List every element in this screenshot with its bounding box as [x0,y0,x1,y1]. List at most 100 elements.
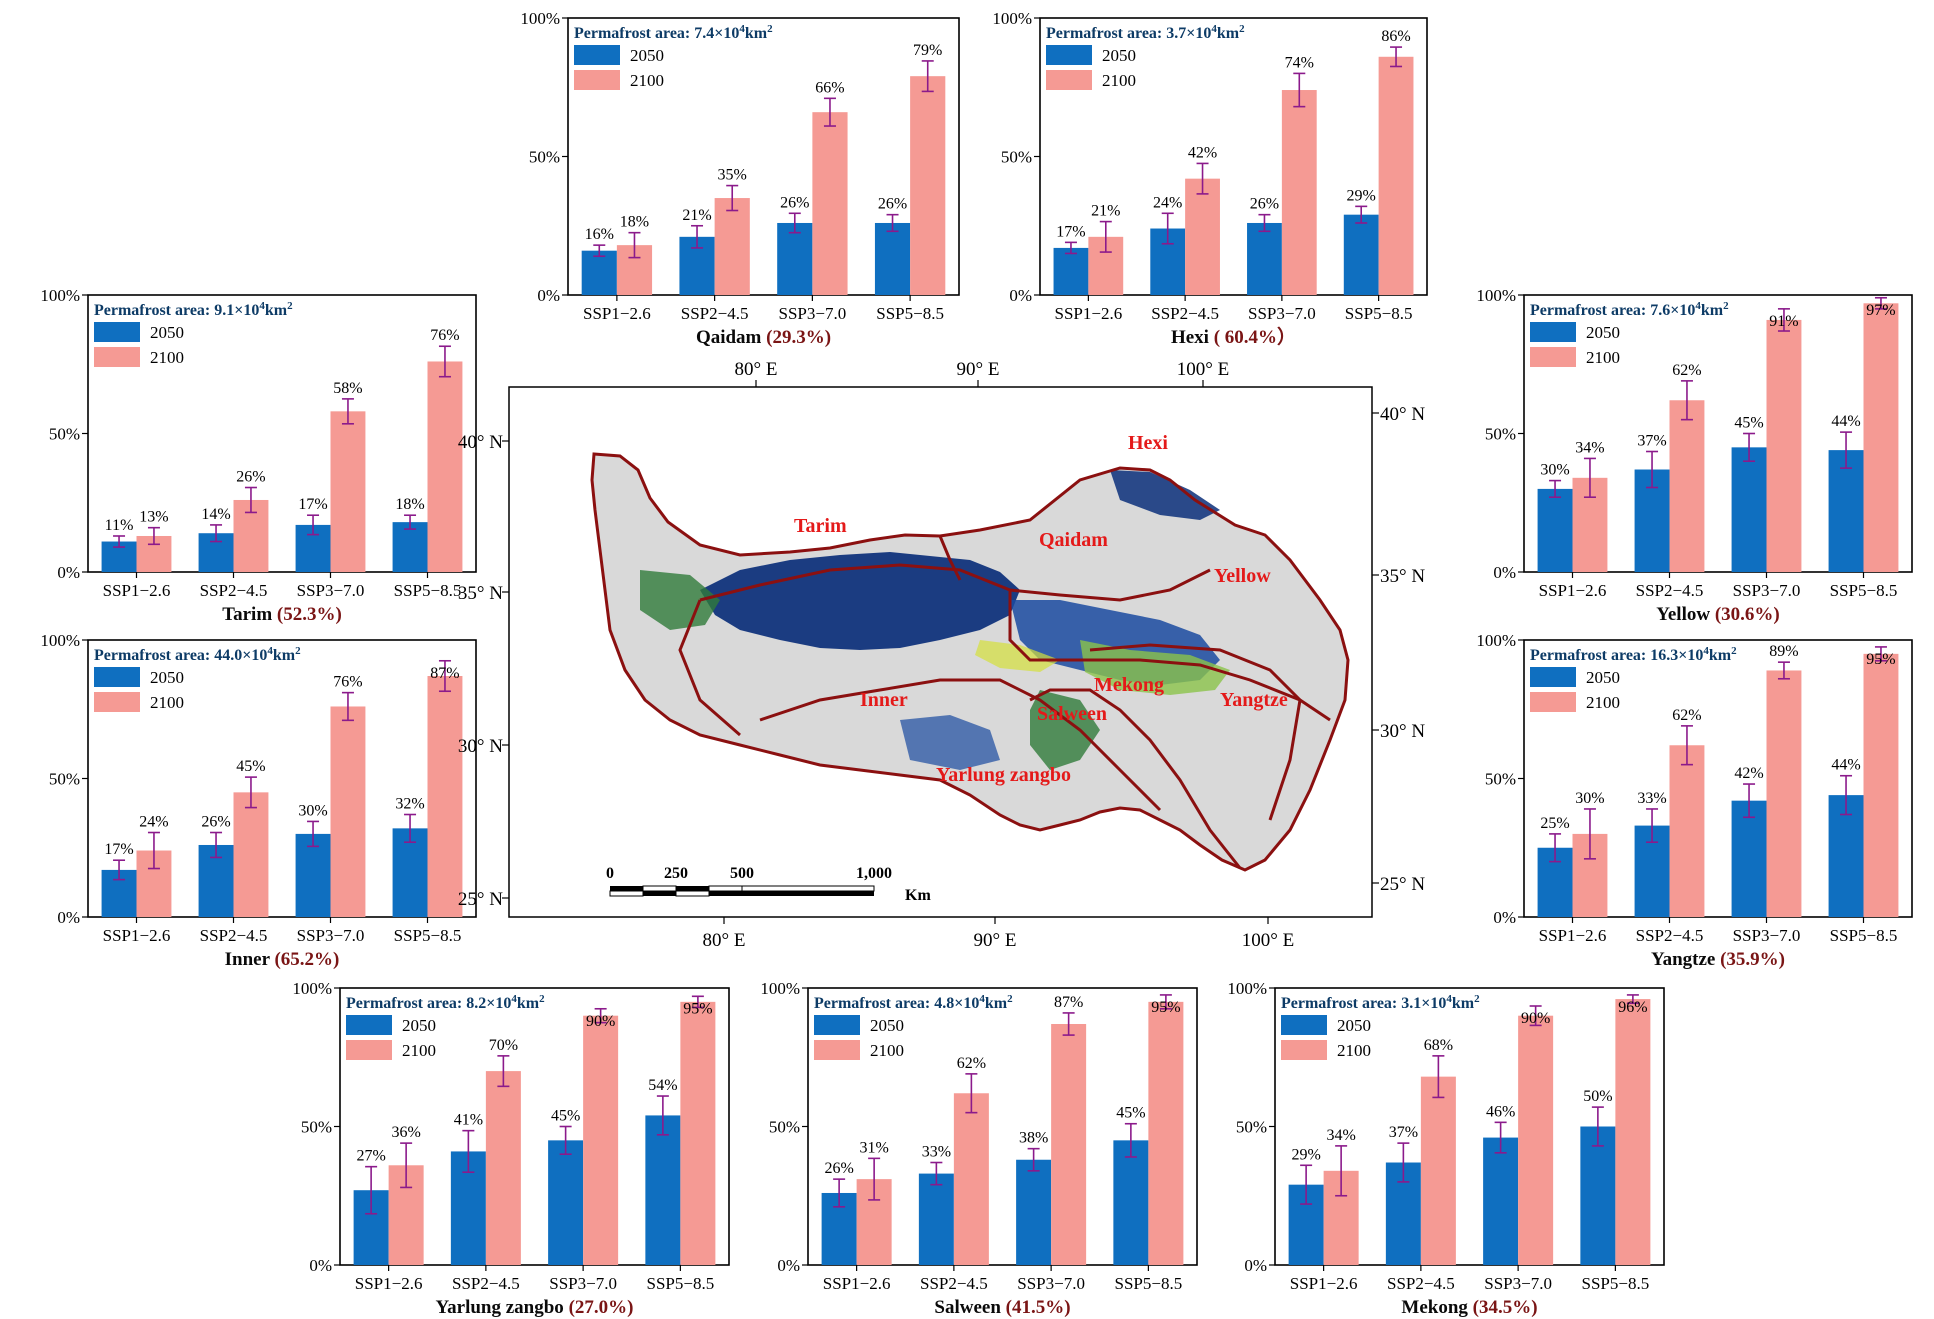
x-tick-label: SSP2−4.5 [200,581,268,600]
y-tick-label: 50% [301,1118,332,1137]
bar-2100 [1669,400,1705,572]
bar-2100 [1863,653,1899,917]
bar-2100 [427,676,463,917]
scale-bar: 0 250 500 1,000 Km [606,865,931,904]
x-tick-label: SSP3−7.0 [1484,1274,1552,1293]
bar-2050 [918,1173,954,1265]
bar-chart-tarim: 0% 50% 100% SSP1−2.6 11% 13% SSP2−4.5 14% 26% SSP… [40,286,477,625]
y-tick-label: 0% [537,286,560,305]
x-tick-label: SSP3−7.0 [549,1274,617,1293]
lon-bottom-label: 100° E [1242,930,1294,951]
bar-2100 [1420,1076,1456,1265]
x-tick-label: SSP3−7.0 [297,581,365,600]
x-tick-label: SSP5−8.5 [876,304,944,323]
x-tick-label: SSP5−8.5 [1115,1274,1183,1293]
legend-label: 2050 [150,668,184,687]
legend-swatch-2100 [1530,692,1576,712]
permafrost-map: 80° E 90° E 100° E 80° E 90° E 100° E 40… [458,359,1425,951]
y-tick-label: 100% [292,979,332,998]
data-label: 97% [1866,302,1895,319]
legend-swatch-2050 [814,1015,860,1035]
permafrost-patch [900,715,1000,770]
x-tick-label: SSP5−8.5 [1830,581,1898,600]
lat-left-label: 35° N [458,583,503,604]
bar-2100 [427,361,463,572]
map-axis-ticks [502,380,1379,924]
bar-2050 [1828,795,1864,917]
bar-2100 [233,792,269,917]
x-tick-label: SSP5−8.5 [1582,1274,1650,1293]
bar-2100 [1281,90,1317,296]
legend-swatch-2050 [1281,1015,1327,1035]
lon-top-label: 80° E [735,359,778,380]
data-label: 30% [1540,462,1569,479]
data-label: 46% [1486,1103,1515,1120]
data-label: 38% [1019,1130,1048,1147]
data-label: 96% [1618,999,1647,1016]
bar-2050 [295,833,331,917]
bar-2100 [910,76,946,295]
y-tick-label: 0% [1493,563,1516,582]
y-tick-label: 0% [1009,286,1032,305]
lat-left-label: 25° N [458,889,503,910]
data-label: 33% [1637,790,1666,807]
legend-label: 2100 [630,71,664,90]
legend-label: 2050 [870,1016,904,1035]
bar-2050 [548,1140,584,1265]
x-tick-label: SSP5−8.5 [1830,926,1898,945]
y-tick-label: 50% [49,425,80,444]
x-tick-label: SSP2−4.5 [681,304,749,323]
bar-2050 [1828,450,1864,572]
data-label: 62% [1672,707,1701,724]
x-tick-label: SSP2−4.5 [200,926,268,945]
data-label: 41% [454,1112,483,1129]
data-label: 50% [1583,1088,1612,1105]
y-tick-label: 100% [1476,631,1516,650]
bar-chart-yellow: 0% 50% 100% SSP1−2.6 30% 34% SSP2−4.5 37% 62% SSP… [1476,286,1913,625]
data-label: 18% [395,496,424,513]
bar-chart-salween: 0% 50% 100% SSP1−2.6 26% 31% SSP2−4.5 33% 62% SSP… [760,979,1198,1318]
region-title: Yarlung zangbo (27.0%) [436,1297,634,1318]
y-tick-label: 50% [529,148,560,167]
permafrost-patch [640,570,720,630]
y-tick-label: 50% [1236,1118,1267,1137]
bar-2100 [1185,178,1220,295]
data-label: 42% [1734,765,1763,782]
lat-right-label: 25° N [1380,874,1425,895]
y-tick-label: 50% [49,770,80,789]
x-tick-label: SSP1−2.6 [1539,581,1607,600]
legend-label: 2100 [402,1041,436,1060]
data-label: 30% [298,802,327,819]
x-tick-label: SSP1−2.6 [823,1274,891,1293]
permafrost-area-label: Permafrost area: 9.1×104km2 [94,300,293,319]
legend-label: 2050 [1586,668,1620,687]
data-label: 95% [1866,651,1895,668]
bar-chart-qaidam: 0% 50% 100% SSP1−2.6 16% 18% SSP2−4.5 21% 35% SSP… [520,9,960,348]
data-label: 21% [682,207,711,224]
legend-swatch-2050 [94,667,140,687]
bar-2100 [1518,1015,1554,1265]
data-label: 87% [430,665,459,682]
lon-top-label: 90° E [957,359,1000,380]
legend-label: 2100 [1337,1041,1371,1060]
lat-right-label: 35° N [1380,566,1425,587]
x-tick-label: SSP3−7.0 [779,304,847,323]
data-label: 24% [139,814,168,831]
data-label: 17% [298,496,327,513]
data-label: 54% [648,1077,677,1094]
permafrost-patch [1110,470,1220,520]
x-tick-label: SSP1−2.6 [103,581,171,600]
map-label-tarim: Tarim [794,515,847,537]
data-label: 32% [395,796,424,813]
bar-2050 [1483,1137,1519,1265]
scale-unit: Km [905,887,931,904]
x-tick-label: SSP3−7.0 [297,926,365,945]
bar-2050 [1053,247,1089,295]
legend-label: 2050 [402,1016,436,1035]
data-label: 36% [391,1124,420,1141]
bar-2100 [1766,319,1802,572]
x-tick-label: SSP1−2.6 [1055,304,1123,323]
data-label: 91% [1769,313,1798,330]
y-tick-label: 0% [777,1256,800,1275]
permafrost-area-label: Permafrost area: 7.6×104km2 [1530,300,1729,319]
